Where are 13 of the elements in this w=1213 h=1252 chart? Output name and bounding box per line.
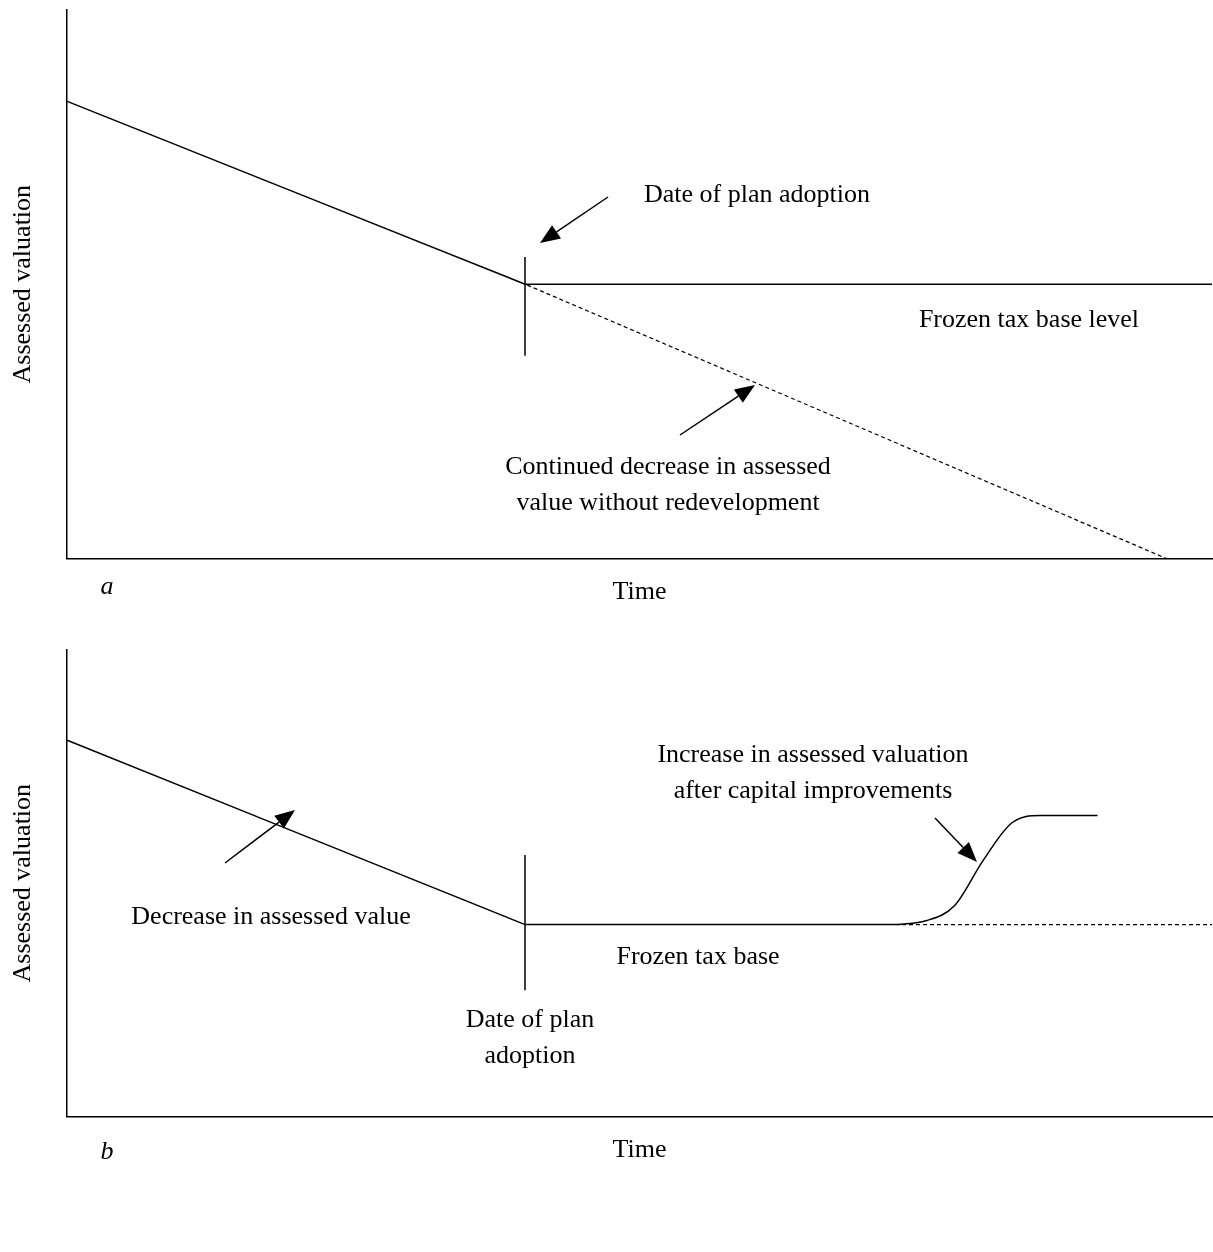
annotation: Increase in assessed valuation after capital improvements (657, 738, 969, 804)
annotation: Date of plan adoption (644, 178, 870, 208)
annotation: Date of plan adoption (465, 1003, 595, 1069)
annotation: Decrease in assessed value (131, 900, 411, 930)
annotation: Frozen tax base (616, 940, 780, 970)
text: b (100, 1135, 114, 1165)
y-axis-title: Assessed valuation (7, 184, 37, 384)
annotation: Frozen tax base level (918, 303, 1140, 333)
y-axis-title: Assessed valuation (7, 783, 37, 983)
annotation: Continued decrease in assessed value without redevelopment (505, 450, 831, 516)
x-axis-title: Time (612, 576, 667, 606)
text: a (100, 570, 114, 600)
x-axis-title: Time (612, 1134, 667, 1164)
